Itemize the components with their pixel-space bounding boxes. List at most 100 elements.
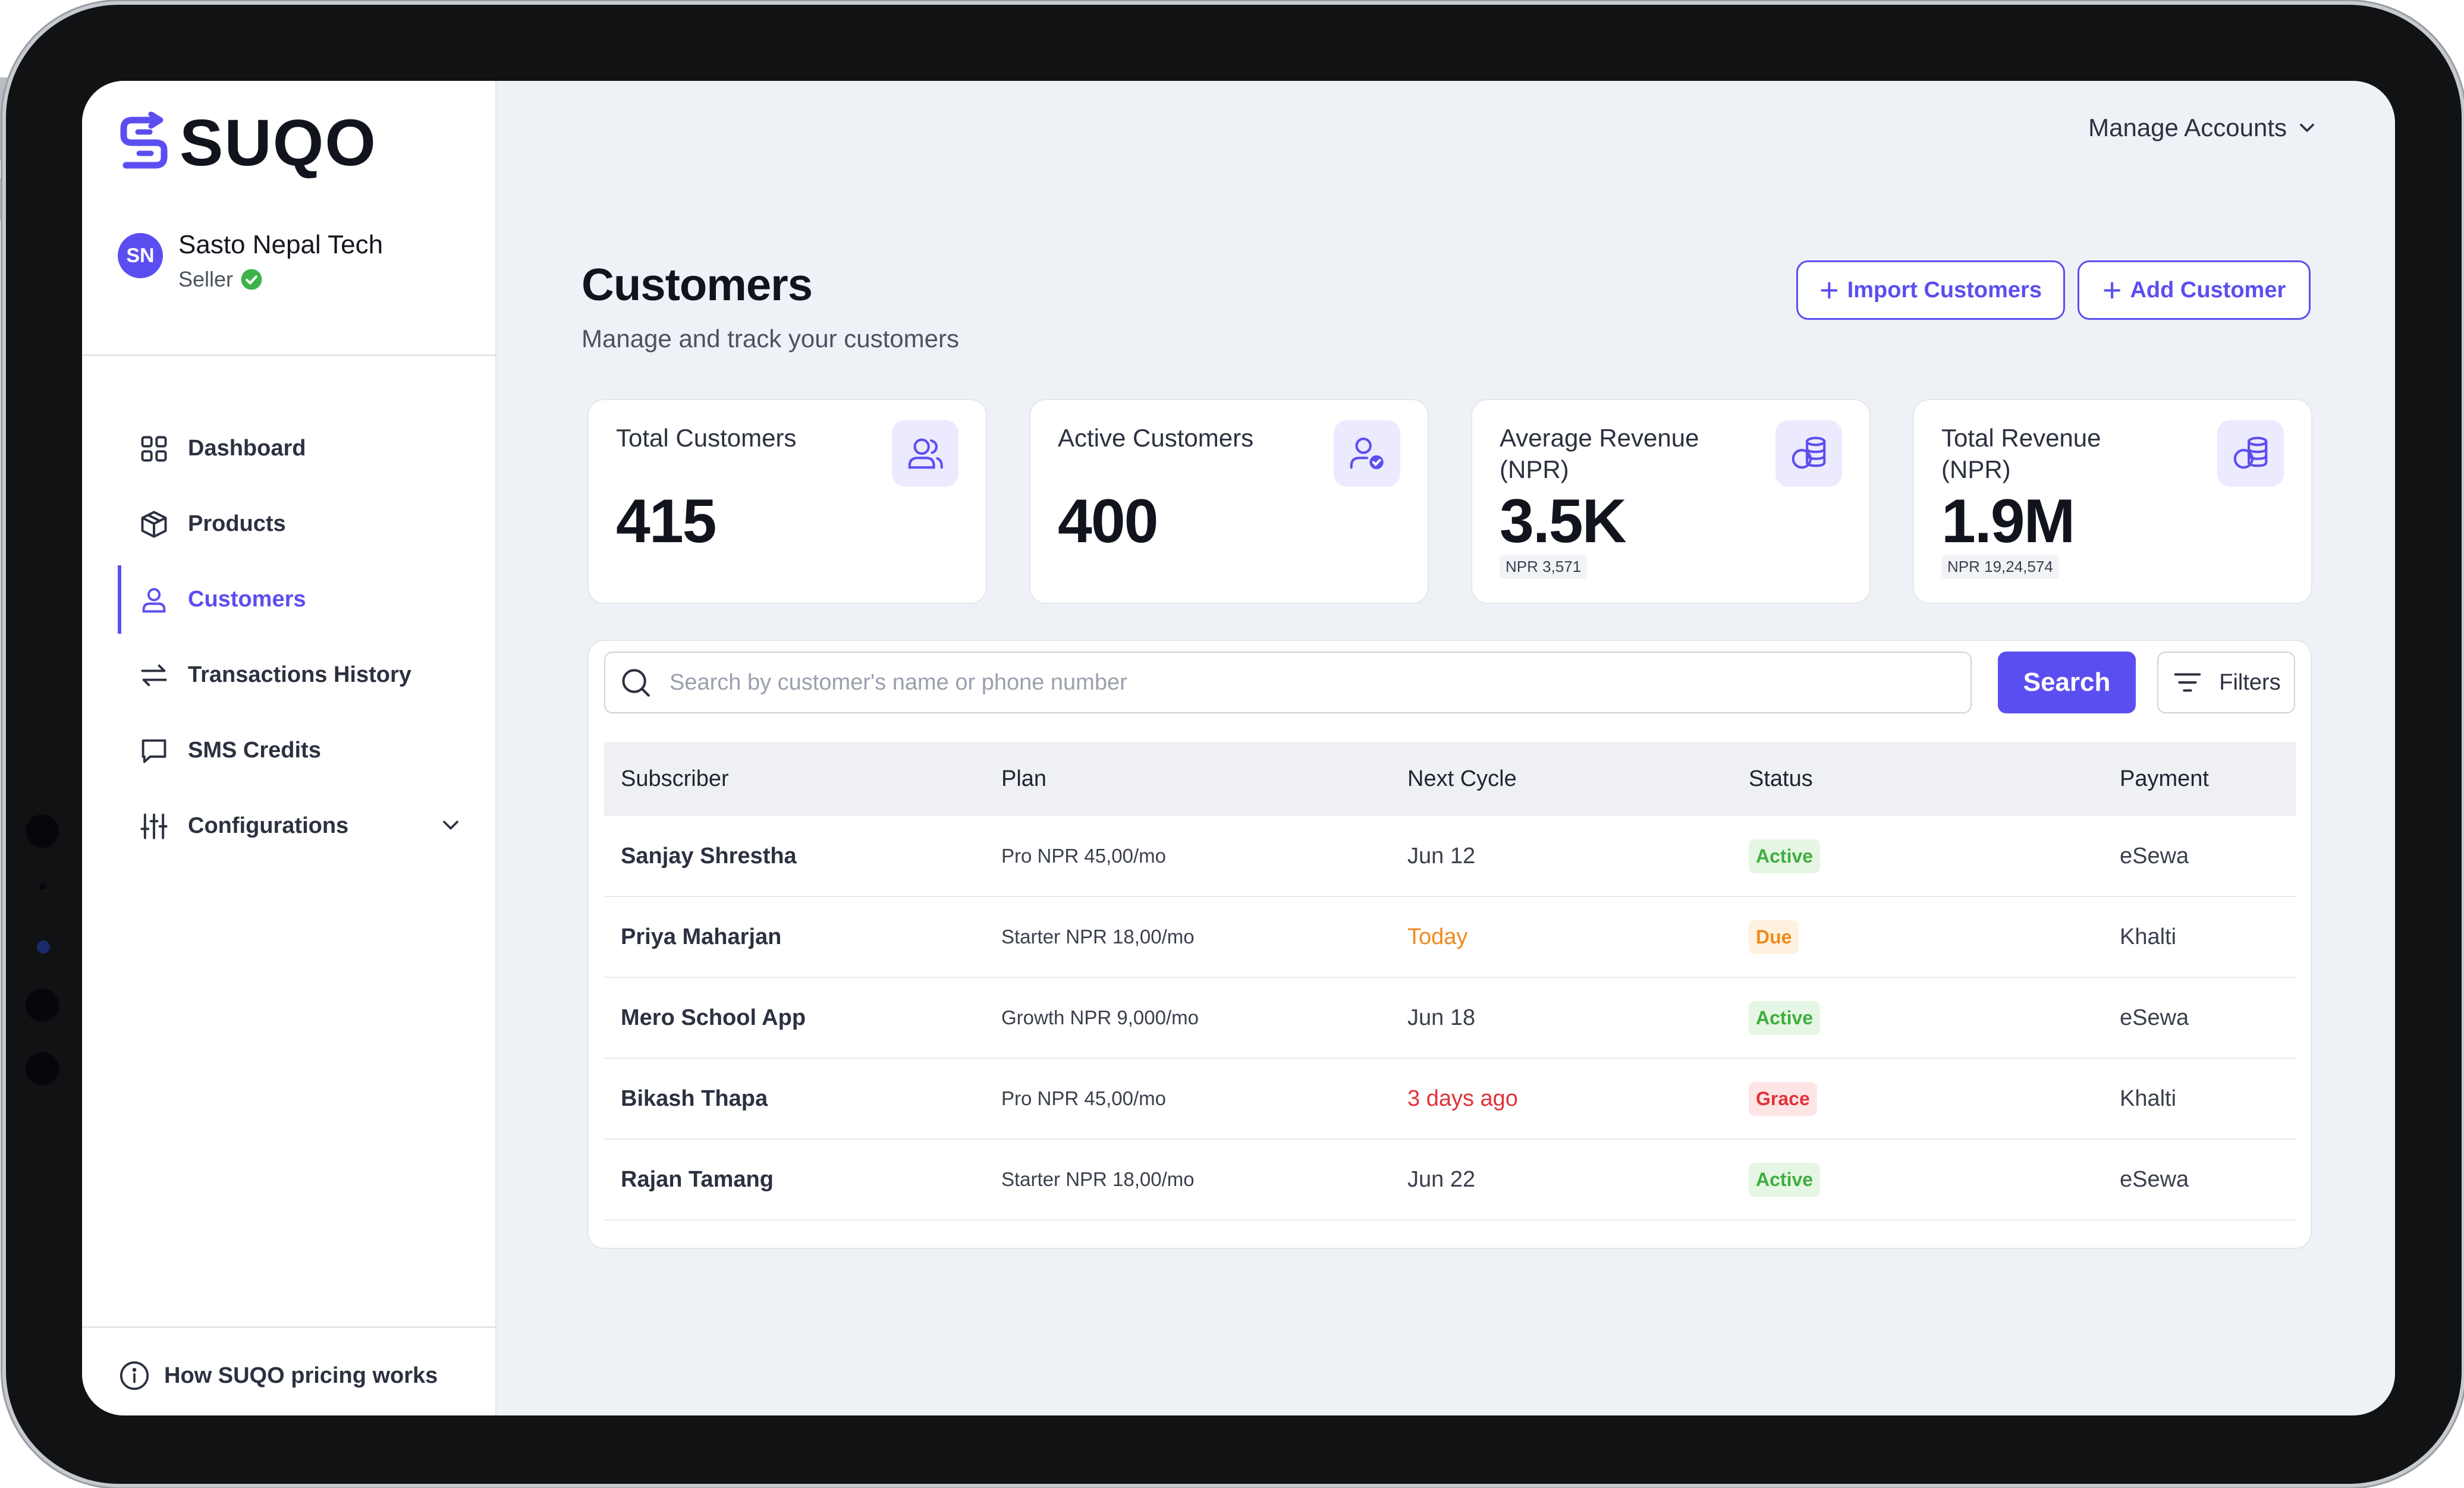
next-cycle-cell: Today	[1407, 924, 1468, 949]
stat-label: Total Revenue (NPR)	[1941, 424, 2101, 483]
verified-check-icon	[240, 268, 263, 291]
sidebar: SUQO SN Sasto Nepal Tech Seller	[82, 81, 496, 1415]
search-field[interactable]	[604, 652, 1972, 713]
grid-icon	[137, 432, 171, 466]
column-header-payment[interactable]: Payment	[2120, 766, 2209, 791]
brand-logo[interactable]: SUQO	[118, 111, 377, 176]
status-badge: Grace	[1749, 1081, 1817, 1116]
subscriber-name[interactable]: Bikash Thapa	[621, 1086, 768, 1111]
search-icon	[618, 665, 653, 700]
payment-cell: Khalti	[2120, 1086, 2177, 1111]
stat-value: 1.9M	[1941, 487, 2075, 556]
import-customers-button[interactable]: + Import Customers	[1796, 260, 2065, 320]
status-badge: Due	[1749, 920, 1799, 954]
filters-button[interactable]: Filters	[2157, 652, 2295, 713]
plus-icon: +	[1819, 271, 1839, 309]
users-icon	[892, 420, 958, 487]
sidebar-item-products[interactable]: Products	[82, 486, 496, 562]
tablet-frame: SUQO SN Sasto Nepal Tech Seller	[6, 5, 2462, 1484]
table-row[interactable]: Sanjay Shrestha Pro NPR 45,00/mo Jun 12 …	[604, 816, 2296, 897]
column-header-next-cycle[interactable]: Next Cycle	[1407, 766, 1517, 791]
column-header-plan[interactable]: Plan	[1001, 766, 1047, 791]
add-customer-button[interactable]: + Add Customer	[2078, 260, 2311, 320]
stat-label: Total Customers	[616, 424, 797, 452]
add-customer-label: Add Customer	[2130, 277, 2286, 303]
coins-icon	[1775, 420, 1842, 487]
sliders-icon	[137, 809, 171, 844]
subscriber-name[interactable]: Priya Maharjan	[621, 924, 782, 949]
column-header-status[interactable]: Status	[1749, 766, 1813, 791]
next-cycle-cell: Jun 18	[1407, 1005, 1476, 1030]
table-row[interactable]: Bikash Thapa Pro NPR 45,00/mo 3 days ago…	[604, 1059, 2296, 1140]
role-label: Seller	[178, 266, 234, 291]
sidebar-item-label: SMS Credits	[188, 738, 321, 763]
sidebar-item-label: Dashboard	[188, 436, 306, 461]
plan-cell: Pro NPR 45,00/mo	[1001, 1087, 1166, 1109]
stat-value: 3.5K	[1500, 487, 1627, 556]
table-row[interactable]: Mero School App Growth NPR 9,000/mo Jun …	[604, 978, 2296, 1059]
info-icon	[118, 1359, 151, 1392]
plan-cell: Starter NPR 18,00/mo	[1001, 1168, 1195, 1190]
profile-role: Seller	[178, 267, 383, 292]
stat-value: 415	[616, 487, 717, 556]
sidebar-item-dashboard[interactable]: Dashboard	[82, 411, 496, 486]
page-title: Customers	[582, 260, 813, 310]
sidebar-item-customers[interactable]: Customers	[82, 562, 496, 637]
sidebar-item-transactions-history[interactable]: Transactions History	[82, 637, 496, 713]
column-header-subscriber[interactable]: Subscriber	[621, 766, 729, 791]
sidebar-divider	[82, 354, 496, 356]
search-input[interactable]	[668, 669, 1947, 696]
brand-name: SUQO	[180, 106, 377, 180]
avatar: SN	[118, 233, 163, 278]
user-profile[interactable]: SN Sasto Nepal Tech Seller	[118, 229, 383, 292]
plus-icon: +	[2102, 271, 2122, 309]
chevron-down-icon	[2295, 116, 2319, 140]
next-cycle-cell: 3 days ago	[1407, 1086, 1518, 1111]
customers-table-card: Search Filters Subscriber Plan Next Cycl…	[587, 640, 2312, 1249]
profile-name: Sasto Nepal Tech	[178, 230, 384, 259]
next-cycle-cell: Jun 12	[1407, 843, 1476, 869]
subscriber-name[interactable]: Mero School App	[621, 1005, 806, 1030]
chevron-down-icon[interactable]	[438, 812, 464, 844]
sidebar-item-label: Customers	[188, 587, 306, 612]
filter-icon	[2171, 666, 2204, 699]
subscriber-name[interactable]: Sanjay Shrestha	[621, 843, 797, 869]
stat-label: Active Customers	[1058, 424, 1254, 452]
sidebar-item-sms-credits[interactable]: SMS Credits	[82, 713, 496, 788]
user-check-icon	[1334, 420, 1400, 487]
sidebar-item-label: Configurations	[188, 813, 349, 838]
payment-cell: eSewa	[2120, 843, 2189, 869]
pricing-info-label: How SUQO pricing works	[164, 1363, 438, 1388]
camera-dot	[26, 989, 59, 1022]
next-cycle-cell: Jun 22	[1407, 1166, 1476, 1192]
stat-card-total-revenue: Total Revenue (NPR) 1.9M NPR 19,24,574	[1913, 399, 2312, 604]
stat-label: Average Revenue (NPR)	[1500, 424, 1699, 483]
plan-cell: Starter NPR 18,00/mo	[1001, 926, 1195, 948]
stat-card-total-customers: Total Customers 415	[587, 399, 987, 604]
plan-cell: Growth NPR 9,000/mo	[1001, 1006, 1199, 1028]
table-row[interactable]: Rajan Tamang Starter NPR 18,00/mo Jun 22…	[604, 1140, 2296, 1220]
page-subtitle: Manage and track your customers	[582, 325, 959, 353]
profile-info: Sasto Nepal Tech Seller	[178, 229, 383, 292]
stat-value: 400	[1058, 487, 1159, 556]
box-icon	[137, 507, 171, 542]
screen: SUQO SN Sasto Nepal Tech Seller	[82, 81, 2395, 1415]
filters-label: Filters	[2219, 669, 2281, 695]
stat-subvalue: NPR 19,24,574	[1941, 555, 2059, 579]
manage-accounts-label: Manage Accounts	[2088, 114, 2287, 141]
suqo-logo-icon	[120, 112, 168, 169]
user-icon	[137, 583, 171, 617]
subscriber-name[interactable]: Rajan Tamang	[621, 1166, 774, 1192]
table-row[interactable]: Priya Maharjan Starter NPR 18,00/mo Toda…	[604, 897, 2296, 978]
payment-cell: eSewa	[2120, 1166, 2189, 1192]
search-button[interactable]: Search	[1998, 652, 2136, 713]
status-badge: Active	[1749, 1162, 1821, 1197]
table-header: Subscriber Plan Next Cycle Status Paymen…	[604, 742, 2296, 816]
pricing-info-link[interactable]: How SUQO pricing works	[118, 1359, 438, 1392]
manage-accounts-dropdown[interactable]: Manage Accounts	[2088, 114, 2319, 142]
status-badge: Active	[1749, 839, 1821, 873]
stat-subvalue: NPR 3,571	[1500, 555, 1588, 579]
sidebar-item-label: Transactions History	[188, 662, 411, 687]
stat-card-average-revenue: Average Revenue (NPR) 3.5K NPR 3,571	[1471, 399, 1871, 604]
sidebar-item-configurations[interactable]: Configurations	[82, 788, 496, 864]
